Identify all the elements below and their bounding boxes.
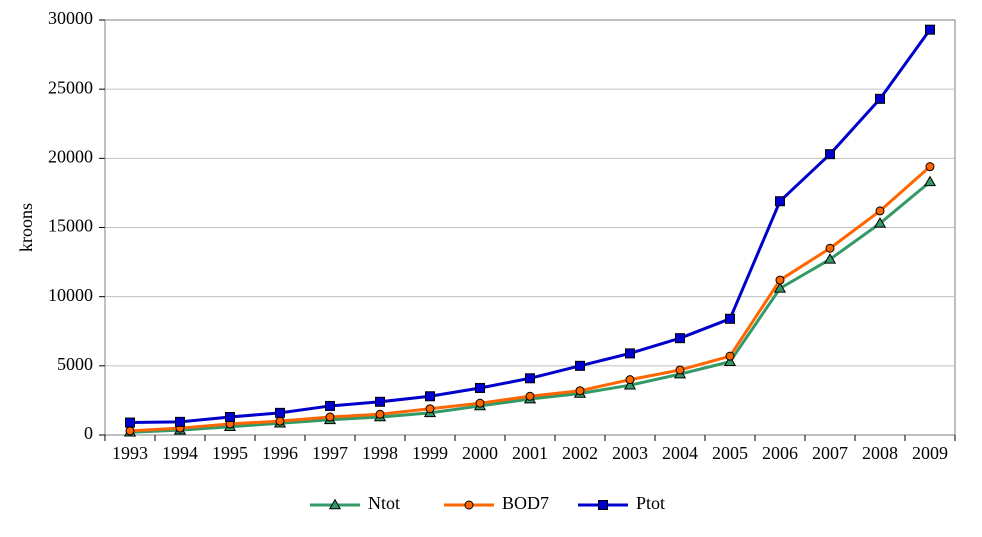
y-tick-label: 25000 [48, 77, 93, 97]
legend-label: BOD7 [502, 493, 549, 513]
line-chart: 0 5000 10000 15000 20000 25000 30000 kroons 1993… [0, 0, 982, 537]
x-tick-label: 2008 [862, 443, 898, 463]
legend-label: Ptot [636, 493, 665, 513]
x-tick-label: 2004 [662, 443, 698, 463]
legend-label: Ntot [368, 493, 400, 513]
x-tick-label: 1993 [112, 443, 148, 463]
y-tick-label: 10000 [48, 285, 93, 305]
x-tick-label: 2009 [912, 443, 948, 463]
x-tick-label: 1994 [162, 443, 198, 463]
x-tick-label: 2006 [762, 443, 798, 463]
y-tick-label: 0 [84, 423, 93, 443]
y-tick-label: 20000 [48, 146, 93, 166]
x-tick-label: 1997 [312, 443, 348, 463]
x-tick-label: 2003 [612, 443, 648, 463]
x-tick-label: 1998 [362, 443, 398, 463]
y-tick-label: 5000 [57, 354, 93, 374]
y-axis-label: kroons [16, 203, 36, 252]
y-tick-label: 15000 [48, 216, 93, 236]
x-tick-label: 2007 [812, 443, 848, 463]
x-tick-label: 2002 [562, 443, 598, 463]
x-tick-label: 2000 [462, 443, 498, 463]
y-tick-label: 30000 [48, 8, 93, 28]
x-tick-label: 1996 [262, 443, 298, 463]
chart-container: 0 5000 10000 15000 20000 25000 30000 kroons 1993… [0, 0, 982, 537]
x-tick-label: 2001 [512, 443, 548, 463]
x-tick-label: 1995 [212, 443, 248, 463]
x-tick-label: 1999 [412, 443, 448, 463]
x-tick-label: 2005 [712, 443, 748, 463]
